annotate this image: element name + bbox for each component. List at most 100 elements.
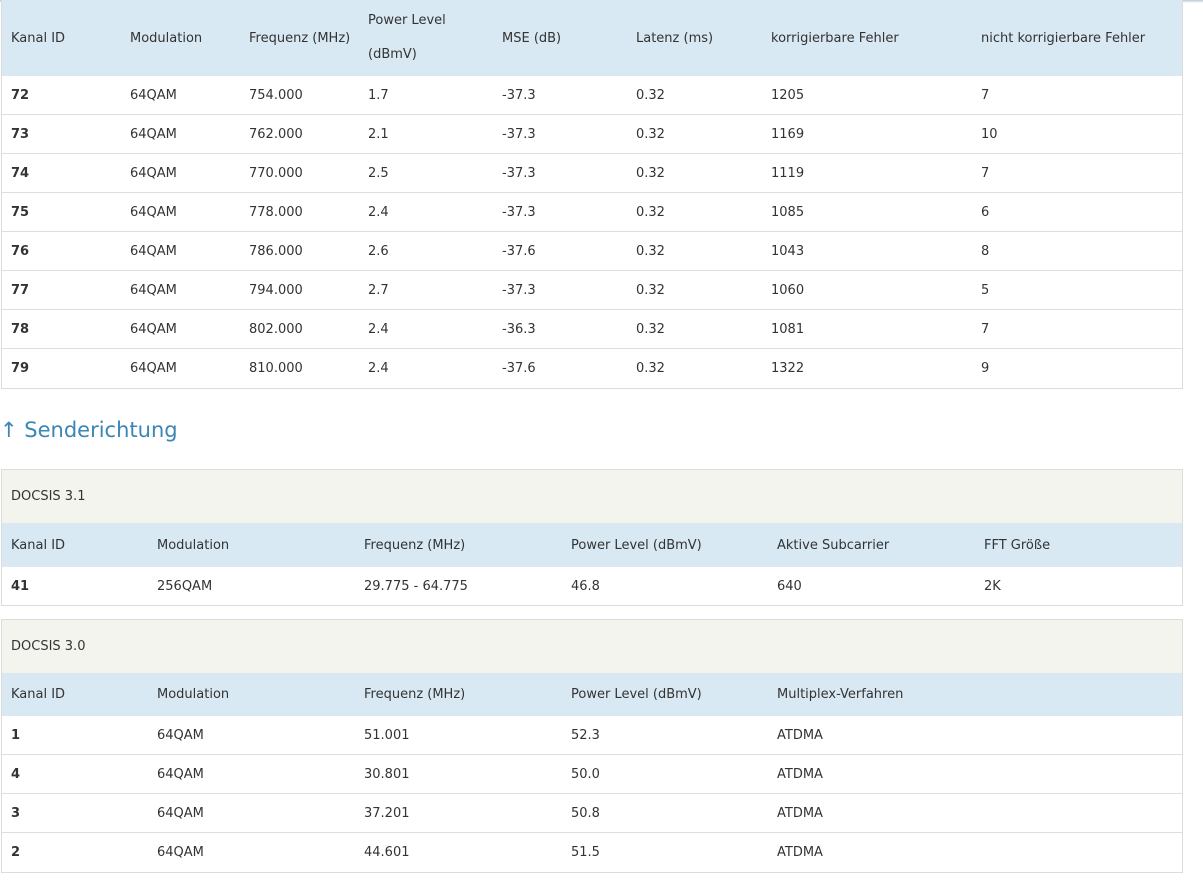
- column-header-kanal-id: Kanal ID: [11, 687, 66, 702]
- cell-power-level: 2.5: [368, 165, 389, 181]
- cell-frequenz: 44.601: [364, 845, 410, 860]
- cell-frequenz: 778.000: [249, 204, 303, 220]
- table-row: 78 64QAM 802.000 2.4 -36.3 0.32 1081 7: [2, 310, 1182, 349]
- cell-modulation: 64QAM: [157, 727, 204, 743]
- cell-modulation: 64QAM: [130, 282, 177, 298]
- column-header-mse: MSE (dB): [502, 30, 562, 46]
- cell-nicht-korrigierbare-fehler: 8: [981, 243, 990, 259]
- table-row: 77 64QAM 794.000 2.7 -37.3 0.32 1060 5: [2, 271, 1182, 310]
- cell-kanal-id: 41: [11, 578, 30, 594]
- column-header-power-level: Power Level (dBmV): [359, 4, 493, 72]
- cell-multiplex-verfahren: ATDMA: [777, 766, 823, 782]
- cell-latenz: 0.32: [636, 126, 665, 142]
- docsis31-upstream-table: DOCSIS 3.1 Kanal ID Modulation Frequenz …: [1, 469, 1183, 606]
- column-header-modulation: Modulation: [157, 687, 230, 702]
- cell-multiplex-verfahren: ATDMA: [777, 727, 823, 743]
- cell-kanal-id: 77: [11, 282, 30, 298]
- table-header-row: Kanal ID Modulation Frequenz (MHz) Power…: [2, 673, 1182, 716]
- cell-mse: -37.3: [502, 165, 536, 181]
- cell-korrigierbare-fehler: 1043: [771, 243, 805, 259]
- downstream-table-body: 72 64QAM 754.000 1.7 -37.3 0.32 1205 7 73 64QAM 76…: [2, 76, 1182, 388]
- docsis31-table-body: 41 256QAM 29.775 - 64.775 46.8 640 2K: [2, 567, 1182, 605]
- column-header-modulation: Modulation: [157, 537, 230, 553]
- cell-mse: -37.3: [502, 282, 536, 298]
- cell-latenz: 0.32: [636, 321, 665, 337]
- cell-aktive-subcarrier: 640: [777, 578, 802, 594]
- table-row: 4 64QAM 30.801 50.0 ATDMA: [2, 755, 1182, 794]
- cell-latenz: 0.32: [636, 204, 665, 220]
- cell-latenz: 0.32: [636, 165, 665, 181]
- cell-modulation: 64QAM: [130, 243, 177, 259]
- column-header-kanal-id: Kanal ID: [11, 30, 66, 46]
- column-header-multiplex-verfahren: Multiplex-Verfahren: [777, 687, 904, 702]
- cell-frequenz: 30.801: [364, 766, 410, 782]
- column-header-kanal-id: Kanal ID: [11, 537, 66, 553]
- cell-kanal-id: 1: [11, 727, 21, 743]
- cell-kanal-id: 74: [11, 165, 30, 181]
- column-header-power-level: Power Level (dBmV): [571, 687, 702, 702]
- power-level-line-2: (dBmV): [368, 47, 417, 62]
- cell-kanal-id: 76: [11, 243, 30, 259]
- column-header-nicht-korrigierbare-fehler: nicht korrigierbare Fehler: [981, 30, 1146, 46]
- cell-modulation: 64QAM: [130, 204, 177, 220]
- cell-latenz: 0.32: [636, 243, 665, 259]
- table-row: 74 64QAM 770.000 2.5 -37.3 0.32 1119 7: [2, 154, 1182, 193]
- cell-power-level: 50.8: [571, 805, 600, 821]
- cell-modulation: 64QAM: [157, 805, 204, 821]
- cell-nicht-korrigierbare-fehler: 6: [981, 204, 990, 220]
- column-header-aktive-subcarrier: Aktive Subcarrier: [777, 537, 890, 553]
- cell-frequenz: 794.000: [249, 282, 303, 298]
- table-row: 75 64QAM 778.000 2.4 -37.3 0.32 1085 6: [2, 193, 1182, 232]
- cell-latenz: 0.32: [636, 361, 665, 376]
- cell-korrigierbare-fehler: 1169: [771, 126, 805, 142]
- table-header-row: Kanal ID Modulation Frequenz (MHz) Power…: [2, 0, 1182, 76]
- cell-kanal-id: 79: [11, 361, 30, 376]
- cell-korrigierbare-fehler: 1060: [771, 282, 805, 298]
- cell-power-level: 2.6: [368, 243, 389, 259]
- cell-latenz: 0.32: [636, 282, 665, 298]
- cell-nicht-korrigierbare-fehler: 7: [981, 165, 990, 181]
- cell-power-level: 2.4: [368, 361, 389, 376]
- cell-kanal-id: 4: [11, 766, 21, 782]
- cell-modulation: 64QAM: [130, 165, 177, 181]
- table-header-row: Kanal ID Modulation Frequenz (MHz) Power…: [2, 523, 1182, 567]
- cell-power-level: 1.7: [368, 87, 389, 103]
- cell-modulation: 64QAM: [157, 845, 204, 860]
- cell-modulation: 64QAM: [130, 87, 177, 103]
- column-header-korrigierbare-fehler: korrigierbare Fehler: [771, 30, 899, 46]
- table-row: 76 64QAM 786.000 2.6 -37.6 0.32 1043 8: [2, 232, 1182, 271]
- cell-mse: -37.3: [502, 204, 536, 220]
- downstream-channel-table: Kanal ID Modulation Frequenz (MHz) Power…: [1, 0, 1183, 389]
- cell-modulation: 64QAM: [130, 321, 177, 337]
- cell-korrigierbare-fehler: 1205: [771, 87, 805, 103]
- cell-frequenz: 754.000: [249, 87, 303, 103]
- cell-power-level: 2.4: [368, 321, 389, 337]
- table-row: 3 64QAM 37.201 50.8 ATDMA: [2, 794, 1182, 833]
- cell-kanal-id: 73: [11, 126, 30, 142]
- cell-frequenz: 770.000: [249, 165, 303, 181]
- column-header-frequenz: Frequenz (MHz): [364, 687, 466, 702]
- cell-frequenz: 810.000: [249, 361, 303, 376]
- cell-modulation: 64QAM: [157, 766, 204, 782]
- docsis30-upstream-table: DOCSIS 3.0 Kanal ID Modulation Frequenz …: [1, 619, 1183, 873]
- cell-modulation: 64QAM: [130, 361, 177, 376]
- cell-kanal-id: 2: [11, 845, 21, 860]
- cell-korrigierbare-fehler: 1081: [771, 321, 805, 337]
- cell-modulation: 64QAM: [130, 126, 177, 142]
- cell-fft-groesse: 2K: [984, 578, 1001, 594]
- table-row: 41 256QAM 29.775 - 64.775 46.8 640 2K: [2, 567, 1182, 605]
- cell-power-level: 51.5: [571, 845, 600, 860]
- cell-multiplex-verfahren: ATDMA: [777, 805, 823, 821]
- table-row: 79 64QAM 810.000 2.4 -37.6 0.32 1322 9: [2, 349, 1182, 388]
- cell-nicht-korrigierbare-fehler: 10: [981, 126, 998, 142]
- column-header-fft-groesse: FFT Größe: [984, 537, 1051, 553]
- cell-nicht-korrigierbare-fehler: 7: [981, 87, 990, 103]
- table-row: 1 64QAM 51.001 52.3 ATDMA: [2, 716, 1182, 755]
- cell-frequenz: 51.001: [364, 727, 410, 743]
- cell-mse: -36.3: [502, 321, 536, 337]
- cell-frequenz: 37.201: [364, 805, 410, 821]
- column-header-frequenz: Frequenz (MHz): [249, 30, 351, 46]
- table-row: 2 64QAM 44.601 51.5 ATDMA: [2, 833, 1182, 872]
- cell-latenz: 0.32: [636, 87, 665, 103]
- cell-kanal-id: 78: [11, 321, 30, 337]
